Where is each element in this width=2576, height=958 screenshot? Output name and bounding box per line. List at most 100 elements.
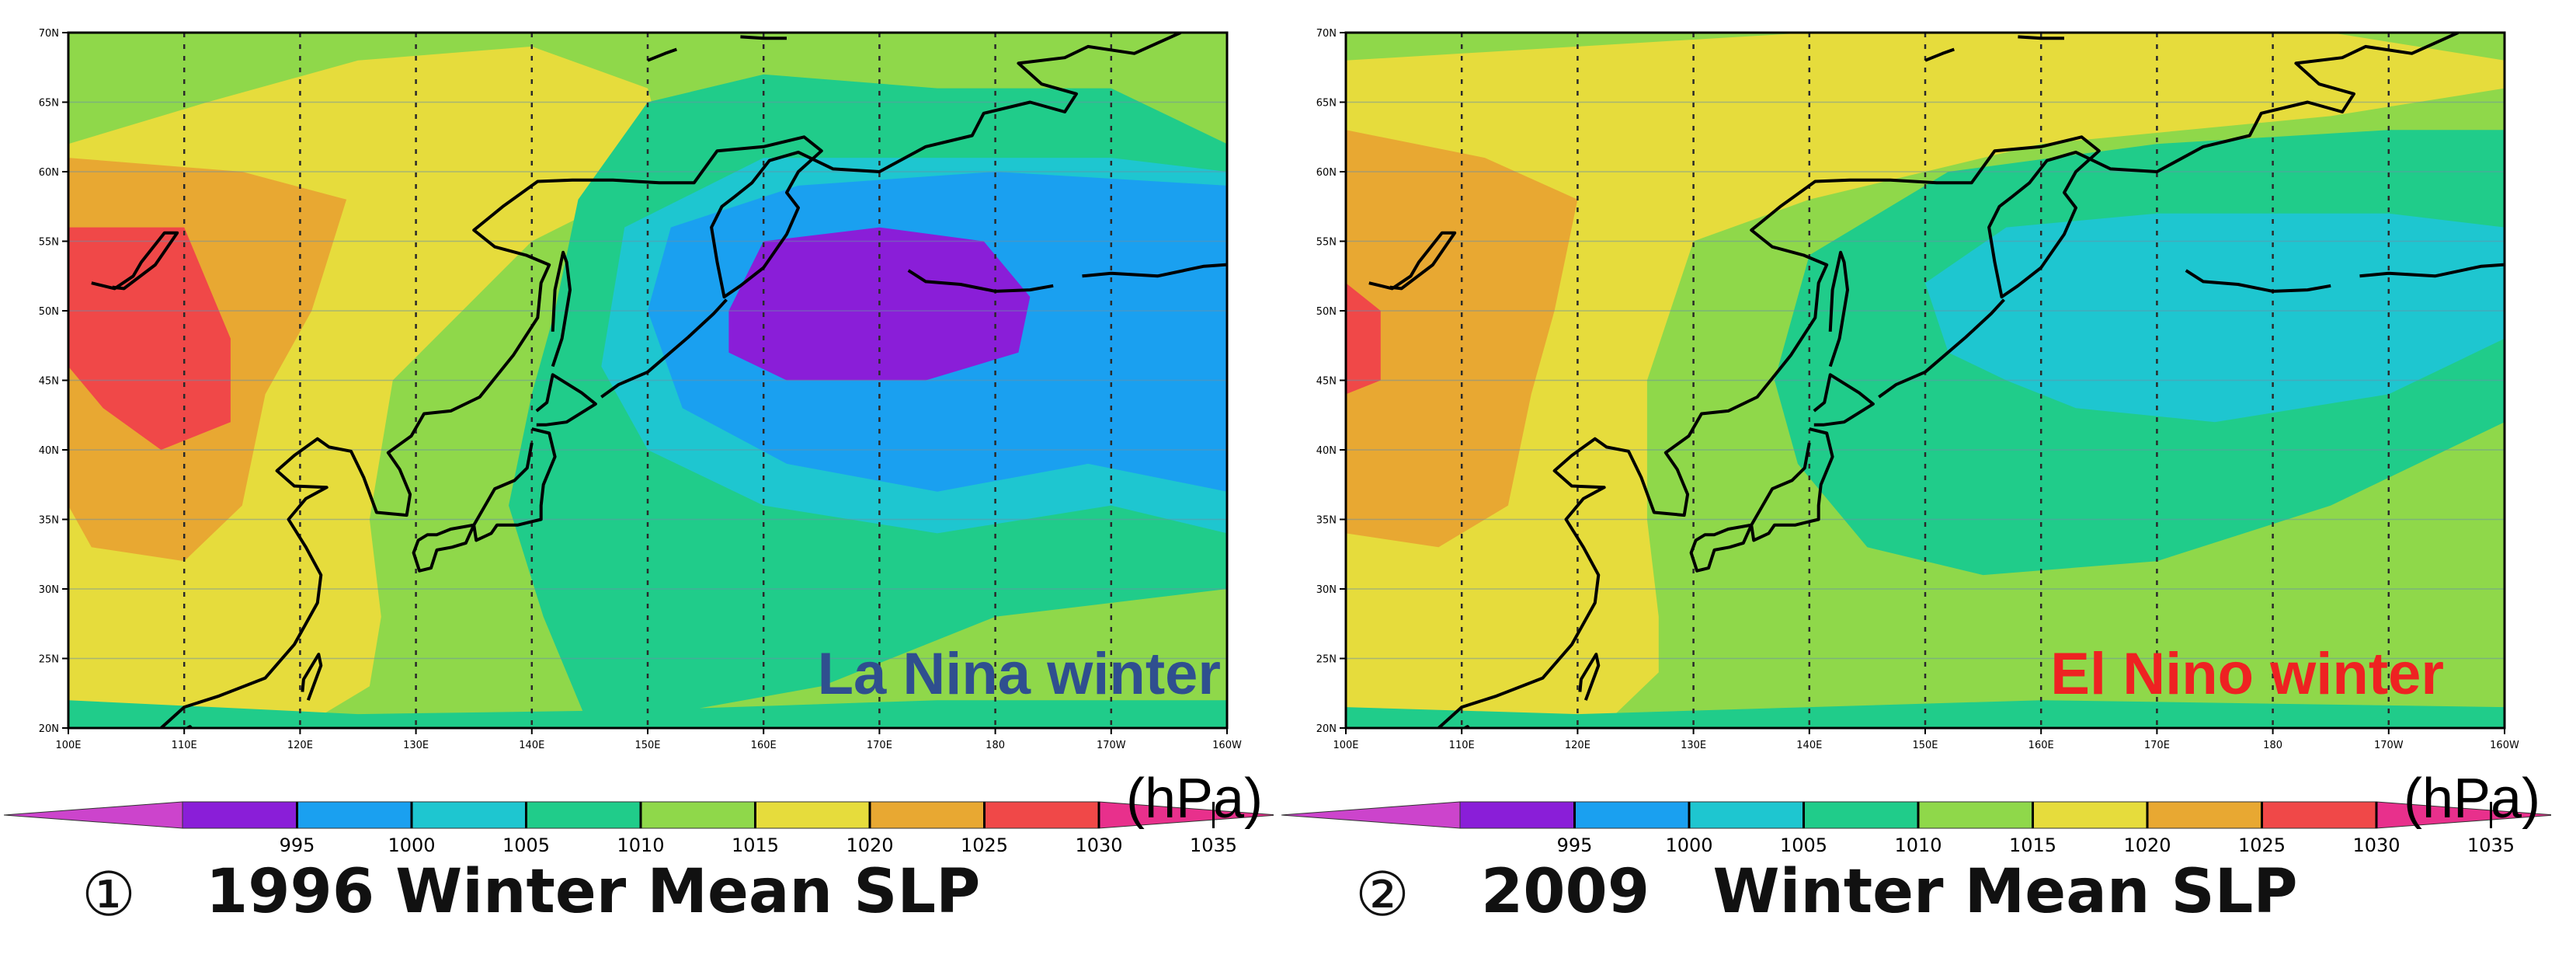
coastline-segment-9 <box>1924 47 1955 62</box>
coastline-segment-4 <box>1578 653 1601 701</box>
coastline-segment-3 <box>535 373 597 427</box>
y-tick-label: 50N <box>1316 306 1337 318</box>
x-tick-label: 100E <box>1333 740 1358 751</box>
y-tick-label: 30N <box>1316 584 1337 596</box>
x-tick-label: 120E <box>1565 740 1590 751</box>
colorbar-segment <box>2147 802 2262 828</box>
colorbar-label: 1025 <box>2238 834 2286 856</box>
y-tick-label: 65N <box>39 98 59 110</box>
chart-1996-svg: 100E 110E 120E 130E 140E 150E 160E 170E 180 170W 1… <box>3 28 1274 930</box>
coastline-segment-8 <box>1082 263 1227 278</box>
contour-region-7 <box>68 700 1227 728</box>
coastline-segment-10 <box>740 35 787 40</box>
coastline <box>1368 33 2505 728</box>
y-tick-label: 70N <box>39 28 59 40</box>
colorbar-segment <box>1574 802 1690 828</box>
colorbar-segment <box>2032 802 2148 828</box>
y-tick-label: 45N <box>39 376 59 388</box>
x-tick-label: 170E <box>867 740 892 751</box>
colorbar-segment <box>1803 802 1919 828</box>
y-tick-label: 30N <box>39 584 59 596</box>
y-tick-label: 40N <box>1316 445 1337 457</box>
x-tick-label: 140E <box>1796 740 1822 751</box>
colorbar-label: 1035 <box>2467 834 2515 856</box>
y-tick-label: 60N <box>39 167 59 179</box>
x-tick-label: 160E <box>751 740 777 751</box>
colorbar-label: 1010 <box>617 834 664 856</box>
x-tick-label: 100E <box>55 740 81 751</box>
coastline-segment-2 <box>412 427 557 573</box>
y-tick-label: 55N <box>1316 237 1337 249</box>
coastline-segment-1 <box>1828 250 1849 368</box>
y-tick-label: 35N <box>1316 515 1337 527</box>
contour-region-2 <box>68 227 231 450</box>
colorbar-label: 1015 <box>2009 834 2056 856</box>
colorbar-segment <box>755 802 871 828</box>
panel-2009: 100E 110E 120E 130E 140E 150E 160E 170E 180 170W 1… <box>1278 0 2551 958</box>
coastline-segment-10 <box>2018 35 2064 40</box>
colorbar-label: 1005 <box>1780 834 1827 856</box>
colorbar-label: 1020 <box>846 834 893 856</box>
colorbar-label: 1030 <box>2352 834 2400 856</box>
colorbar-label: 1035 <box>1190 834 1237 856</box>
y-tick-label: 20N <box>39 723 59 735</box>
contour-region-5 <box>1346 700 2505 728</box>
y-tick-label: 35N <box>39 515 59 527</box>
map-area: 100E 110E 120E 130E 140E 150E 160E 170E 180 170W 1… <box>39 28 1242 751</box>
colorbar-segment <box>297 802 412 828</box>
colorbar-segment <box>183 802 297 828</box>
y-tick-label: 25N <box>1316 654 1337 666</box>
y-tick-label: 40N <box>39 445 59 457</box>
colorbar: 995 1000 1005 1010 1015 1020 1025 1030 1035 <box>3 801 1274 856</box>
x-tick-label: 180 <box>986 740 1005 751</box>
colorbar-low-arrow <box>3 801 183 829</box>
colorbar-segment <box>526 802 641 828</box>
colorbar-segment <box>641 802 756 828</box>
x-tick-label: 150E <box>1912 740 1938 751</box>
x-tick-label: 160W <box>2490 740 2519 751</box>
y-axis-ticks: 70N 65N 60N 55N 50N 45N 40N 35N 30N 25N 20N <box>39 28 68 735</box>
x-tick-label: 120E <box>287 740 313 751</box>
x-tick-label: 140E <box>519 740 544 751</box>
x-tick-label: 130E <box>403 740 429 751</box>
y-tick-label: 65N <box>1316 98 1337 110</box>
coastline-segment-11 <box>1368 231 1457 291</box>
panel-1996: 100E 110E 120E 130E 140E 150E 160E 170E 180 170W 1… <box>0 0 1274 958</box>
x-tick-label: 160E <box>2028 740 2054 751</box>
colorbar-segment <box>2261 802 2377 828</box>
colorbar-segment <box>984 802 1100 828</box>
colorbar-label: 1030 <box>1075 834 1122 856</box>
colorbar-label: 1000 <box>1665 834 1712 856</box>
coastline <box>91 33 1227 728</box>
y-tick-label: 25N <box>39 654 59 666</box>
coastline-segment-6 <box>600 298 728 399</box>
x-tick-label: 150E <box>634 740 660 751</box>
chart-title: 2009 Winter Mean SLP <box>1481 857 2298 927</box>
colorbar: 995 1000 1005 1010 1015 1020 1025 1030 1035 <box>1281 801 2551 856</box>
x-tick-label: 170W <box>2374 740 2404 751</box>
colorbar-segment <box>412 802 527 828</box>
unit-label: (hPa) <box>2404 768 2540 830</box>
y-tick-label: 20N <box>1316 723 1337 735</box>
annotation-la-nina: La Nina winter <box>818 641 1221 707</box>
coastline-segment-11 <box>91 231 179 291</box>
x-tick-label: 110E <box>1449 740 1475 751</box>
colorbar-label: 1015 <box>732 834 779 856</box>
colorbar-segment <box>870 802 985 828</box>
coastline-segment-0 <box>160 33 1182 728</box>
coastline-segment-6 <box>1878 298 2005 399</box>
x-tick-label: 160W <box>1212 740 1242 751</box>
chart-2009-svg: 100E 110E 120E 130E 140E 150E 160E 170E 180 170W 1… <box>1281 28 2551 930</box>
colorbar-label: 1020 <box>2123 834 2171 856</box>
x-axis-ticks: 100E 110E 120E 130E 140E 150E 160E 170E 180 170W 1… <box>1333 728 2519 751</box>
colorbar-segment <box>1918 802 2033 828</box>
coastline-segment-4 <box>301 653 323 701</box>
coastline-segment-9 <box>647 47 677 62</box>
panel-number: ② <box>1355 860 1410 930</box>
x-axis-ticks: 100E 110E 120E 130E 140E 150E 160E 170E 180 170W 1… <box>55 728 1242 751</box>
y-tick-label: 70N <box>1316 28 1337 40</box>
chart-title: 1996 Winter Mean SLP <box>206 857 980 927</box>
colorbar-segment <box>1460 802 1575 828</box>
colorbar-label: 995 <box>280 834 315 856</box>
map-area: 100E 110E 120E 130E 140E 150E 160E 170E 180 170W 1… <box>1316 28 2519 751</box>
